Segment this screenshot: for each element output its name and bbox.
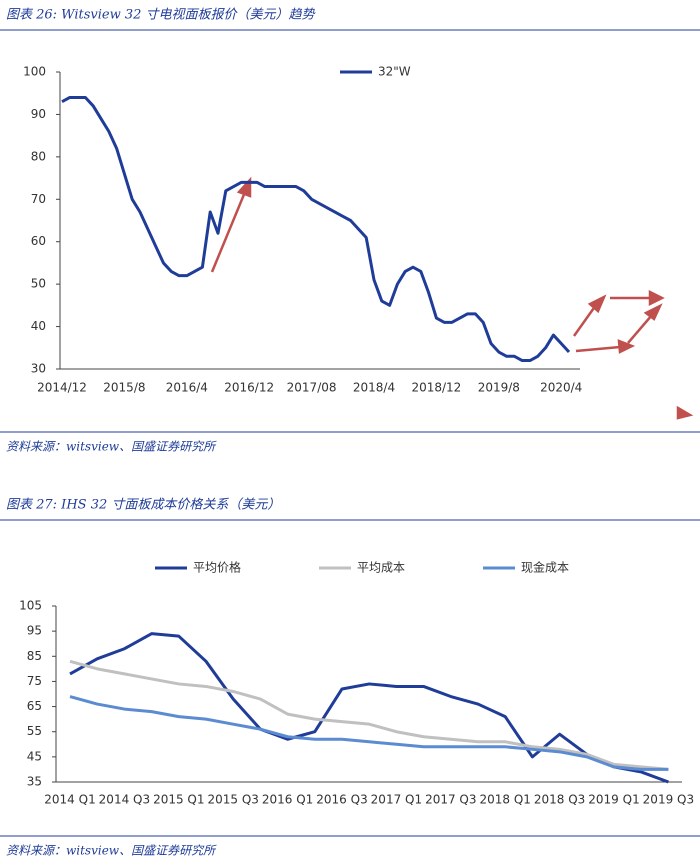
x-tick-label: 2015 Q1 (153, 793, 204, 807)
x-tick-label: 2016/12 (224, 381, 274, 395)
x-tick-label: 2017/08 (287, 381, 337, 395)
x-tick-label: 2018/12 (411, 381, 461, 395)
y-tick-label: 55 (27, 724, 42, 738)
y-tick-label: 75 (27, 674, 42, 688)
legend-label: 平均成本 (357, 561, 405, 575)
y-tick-label: 105 (19, 599, 42, 613)
y-tick-label: 80 (31, 149, 46, 163)
arrowhead (236, 176, 252, 198)
x-tick-label: 2016/4 (166, 381, 208, 395)
arrow (210, 191, 247, 273)
chart-title: 图表 27: IHS 32 寸面板成本价格关系（美元） (6, 497, 280, 513)
y-tick-label: 70 (31, 192, 46, 206)
arrowhead (587, 294, 607, 314)
y-tick-label: 35 (27, 775, 42, 789)
x-tick-label: 2014 Q3 (99, 793, 150, 807)
x-tick-label: 2014/12 (37, 381, 87, 395)
x-tick-label: 2017 Q3 (425, 793, 476, 807)
y-tick-label: 95 (27, 624, 42, 638)
series-line (69, 695, 669, 771)
x-tick-label: 2016 Q3 (316, 793, 367, 807)
arrowhead (676, 405, 694, 420)
legend-label: 平均价格 (193, 560, 241, 575)
x-tick-label: 2020/4 (540, 381, 582, 395)
y-tick-label: 60 (31, 234, 46, 248)
y-tick-label: 85 (27, 649, 42, 663)
chart-title: 图表 26: Witsview 32 寸电视面板报价（美元）趋势 (6, 7, 317, 23)
source: 资料来源：witsview、国盛证券研究所 (6, 440, 217, 454)
x-tick-label: 2014 Q1 (44, 793, 95, 807)
arrow (572, 304, 598, 337)
y-tick-label: 65 (27, 699, 42, 713)
legend-label: 32"W (378, 65, 411, 79)
x-tick-label: 2018 Q1 (479, 793, 530, 807)
series-line (69, 632, 669, 784)
arrowhead (617, 339, 636, 354)
y-tick-label: 40 (31, 319, 46, 333)
annotation-arrows (210, 176, 694, 420)
legend-label: 现金成本 (521, 560, 569, 575)
x-tick-label: 2015 Q3 (207, 793, 258, 807)
y-tick-label: 45 (27, 749, 42, 763)
source: 资料来源：witsview、国盛证券研究所 (6, 844, 217, 858)
series-line (69, 659, 669, 771)
x-tick-label: 2018/4 (353, 381, 395, 395)
arrowhead (643, 303, 663, 321)
y-tick-label: 90 (31, 107, 46, 121)
x-tick-label: 2019/8 (478, 381, 520, 395)
series-line (61, 95, 571, 363)
x-tick-label: 2019 Q3 (643, 793, 694, 807)
x-tick-label: 2019 Q1 (588, 793, 639, 807)
y-tick-label: 50 (31, 277, 46, 291)
x-tick-label: 2018 Q3 (534, 793, 585, 807)
x-tick-label: 2016 Q1 (262, 793, 313, 807)
arrowhead (648, 289, 665, 307)
x-tick-label: 2017 Q1 (371, 793, 422, 807)
x-tick-label: 2015/8 (103, 381, 145, 395)
arrow (575, 345, 621, 353)
arrow (627, 314, 653, 344)
y-tick-label: 100 (23, 65, 46, 79)
y-tick-label: 30 (31, 362, 46, 376)
